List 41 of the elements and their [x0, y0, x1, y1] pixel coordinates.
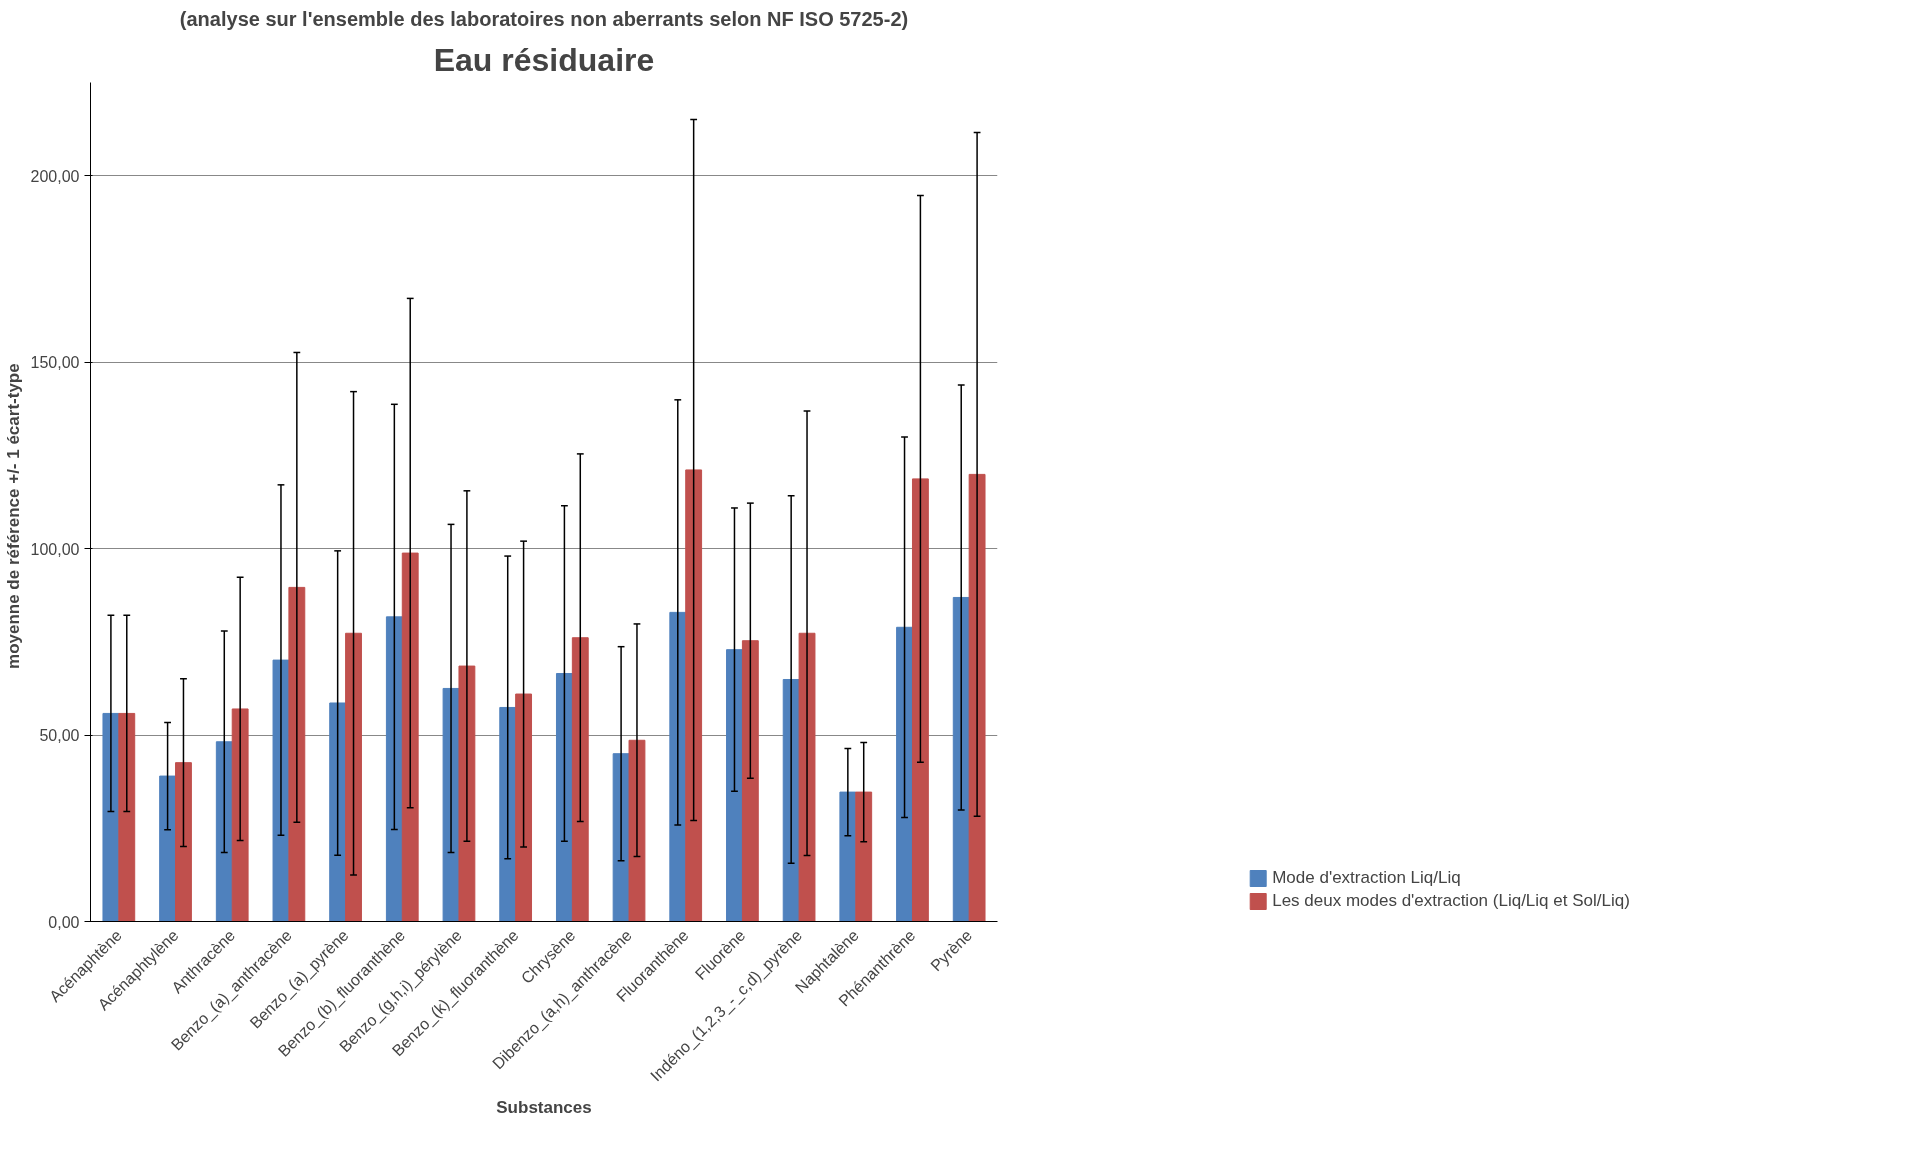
bar	[272, 659, 290, 922]
bar	[159, 775, 177, 922]
bar	[896, 626, 913, 922]
y-tick-label: 100,00	[30, 540, 80, 558]
bar	[329, 702, 347, 922]
legend-label: Les deux modes d'extraction (Liq/Liq et Sol/Liq)	[1272, 891, 1630, 911]
bar	[628, 739, 646, 922]
bar	[855, 791, 873, 922]
bar	[798, 632, 816, 922]
bar	[288, 586, 306, 922]
bar	[555, 673, 573, 922]
chart-subtitle: (analyse sur l'ensemble des laboratoires non aberrants selon NF ISO 5725-2)	[179, 7, 909, 30]
bar	[911, 478, 929, 922]
bar	[571, 637, 589, 922]
bar	[952, 596, 970, 922]
y-tick-label: 150,00	[30, 354, 80, 372]
chart-title: Eau résiduaire	[433, 41, 655, 78]
bar	[726, 649, 743, 922]
bar	[442, 687, 460, 922]
bar	[118, 712, 136, 922]
y-axis-title: moyenne de référence +/- 1 écart-type	[3, 363, 23, 669]
bar	[685, 469, 703, 922]
bar	[385, 616, 403, 922]
bar	[102, 712, 120, 922]
bar	[175, 762, 192, 922]
bar	[458, 665, 476, 922]
bar	[215, 741, 233, 922]
bar	[669, 611, 687, 922]
bar	[499, 706, 517, 922]
bar	[515, 693, 533, 922]
y-tick-label: 0,00	[48, 913, 80, 931]
bar	[741, 640, 759, 922]
bar	[345, 632, 362, 922]
bar	[231, 708, 249, 922]
bar	[401, 552, 419, 922]
x-axis-title: Substances	[496, 1098, 592, 1118]
bar	[968, 473, 986, 922]
y-tick-label: 200,00	[30, 167, 80, 185]
legend-label: Mode d'extraction Liq/Liq	[1272, 868, 1461, 888]
y-tick-label: 50,00	[39, 727, 80, 745]
bar	[839, 791, 857, 922]
